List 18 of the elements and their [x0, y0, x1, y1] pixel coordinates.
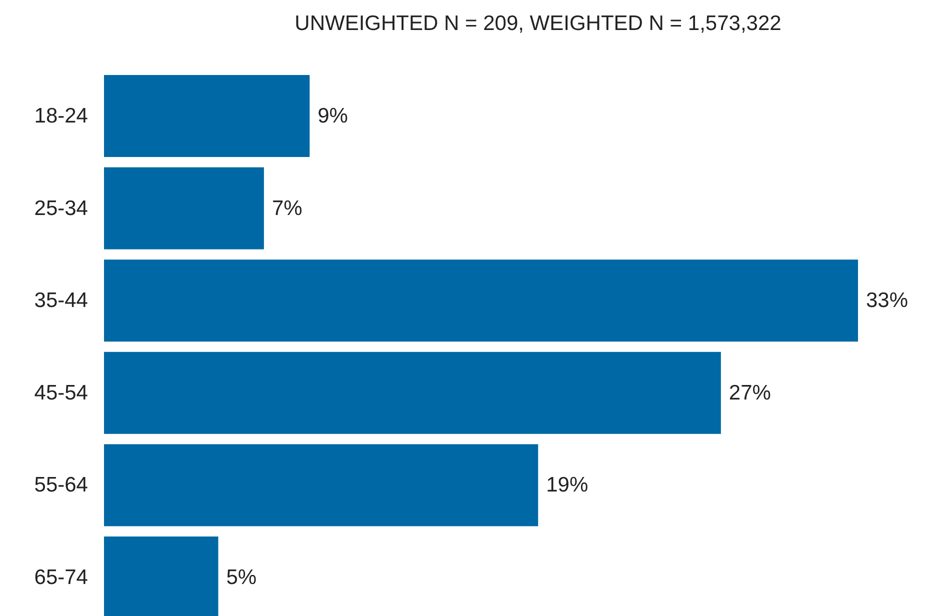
y-tick-label: 45-54 [34, 381, 88, 404]
bar [104, 75, 310, 157]
data-label: 7% [272, 196, 302, 220]
bar [104, 444, 538, 526]
y-tick-label: 65-74 [34, 566, 88, 589]
chart-title: UNWEIGHTED N = 209, WEIGHTED N = 1,573,322 [294, 12, 782, 35]
bar [104, 167, 264, 250]
y-tick-label: 35-44 [34, 289, 88, 312]
data-label: 27% [728, 381, 771, 404]
bar [104, 260, 858, 342]
bar [104, 352, 721, 434]
data-label: 5% [226, 566, 257, 589]
y-tick-label: 25-34 [34, 196, 88, 220]
data-label: 9% [318, 104, 348, 128]
data-label: 19% [546, 474, 588, 497]
data-label: 33% [866, 289, 908, 312]
y-tick-label: 55-64 [34, 474, 88, 497]
y-tick-label: 18-24 [34, 104, 88, 128]
